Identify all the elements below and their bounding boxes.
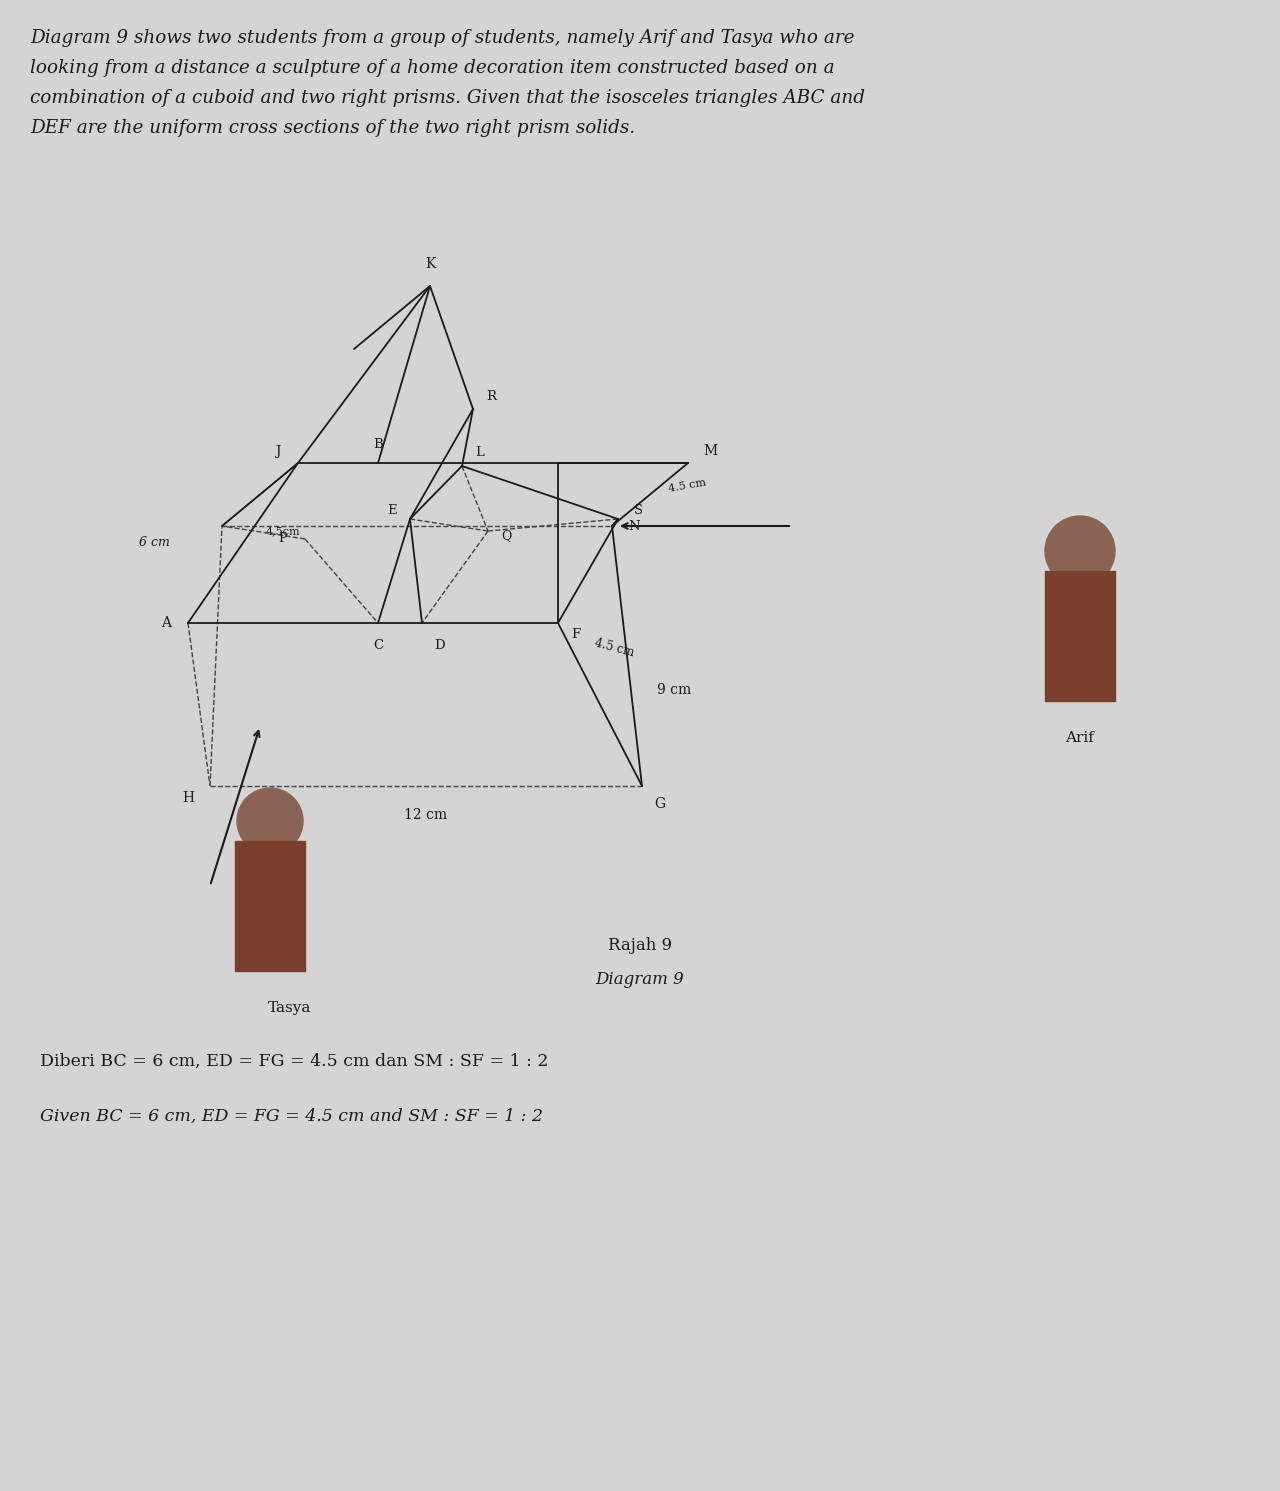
Text: R: R	[486, 391, 497, 404]
Text: Diagram 9 shows two students from a group of students, namely Arif and Tasya who: Diagram 9 shows two students from a grou…	[29, 28, 865, 137]
Circle shape	[1044, 516, 1115, 586]
Text: Q: Q	[500, 529, 511, 543]
Text: J: J	[275, 444, 280, 458]
Text: M: M	[703, 444, 717, 458]
FancyBboxPatch shape	[236, 841, 305, 971]
Text: 9 cm: 9 cm	[657, 683, 691, 696]
Text: Given BC = 6 cm, ED = FG = 4.5 cm and SM : SF = 1 : 2: Given BC = 6 cm, ED = FG = 4.5 cm and SM…	[40, 1108, 543, 1124]
Text: Diberi BC = 6 cm, ED = FG = 4.5 cm dan SM : SF = 1 : 2: Diberi BC = 6 cm, ED = FG = 4.5 cm dan S…	[40, 1053, 549, 1069]
Text: 6 cm: 6 cm	[140, 537, 170, 550]
Text: Rajah 9: Rajah 9	[608, 938, 672, 954]
Text: D: D	[435, 638, 445, 652]
Text: K: K	[425, 256, 435, 271]
Text: S: S	[634, 504, 643, 517]
Text: F: F	[571, 629, 581, 641]
Text: 12 cm: 12 cm	[404, 808, 448, 822]
Text: E: E	[387, 504, 397, 517]
Text: L: L	[476, 446, 484, 459]
Text: 4.5 cm: 4.5 cm	[593, 637, 635, 659]
Text: Arif: Arif	[1065, 731, 1094, 746]
FancyBboxPatch shape	[1044, 571, 1115, 701]
Text: 4.5 cm: 4.5 cm	[668, 477, 708, 494]
Text: N: N	[628, 519, 640, 532]
Text: P: P	[279, 532, 287, 546]
Text: H: H	[182, 792, 195, 805]
Text: C: C	[372, 638, 383, 652]
Text: G: G	[654, 798, 666, 811]
Text: A: A	[161, 616, 172, 631]
Circle shape	[237, 789, 303, 854]
Text: Diagram 9: Diagram 9	[595, 971, 685, 987]
Text: B: B	[374, 438, 383, 452]
Text: Tasya: Tasya	[269, 1000, 312, 1015]
Text: 4,5cm: 4,5cm	[265, 526, 300, 535]
